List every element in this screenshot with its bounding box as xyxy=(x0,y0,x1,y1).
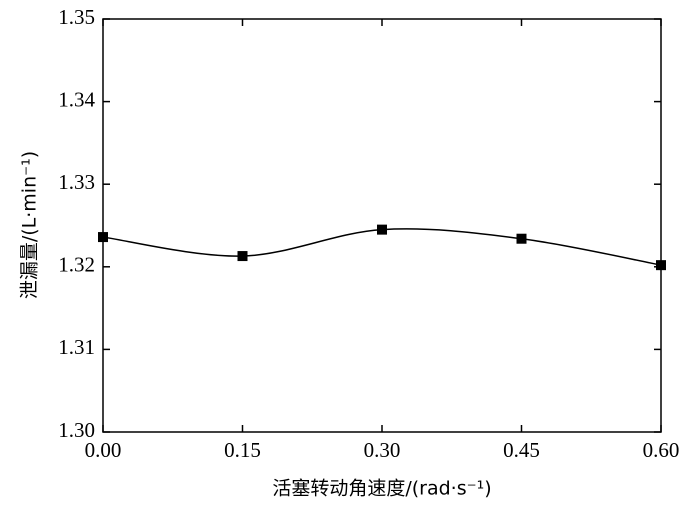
x-tick-label: 0.60 xyxy=(643,438,680,462)
x-tick-label: 0.15 xyxy=(224,438,261,462)
x-tick-label: 0.45 xyxy=(503,438,540,462)
point-marker xyxy=(516,233,527,244)
point-marker xyxy=(237,251,248,262)
point-marker xyxy=(656,260,666,271)
point-marker xyxy=(377,224,387,235)
y-tick-label: 1.33 xyxy=(58,170,95,194)
point-marker xyxy=(98,232,108,243)
x-tick-label: 0.30 xyxy=(364,438,401,462)
x-tick-label: 0.00 xyxy=(85,438,122,462)
y-tick-label: 1.34 xyxy=(58,87,95,111)
x-axis-title: 活塞转动角速度/(rad·s⁻¹) xyxy=(272,478,491,500)
y-tick-label: 1.31 xyxy=(58,335,95,359)
y-tick-label: 1.35 xyxy=(58,5,95,29)
y-tick-label: 1.30 xyxy=(58,418,95,442)
y-axis-title: 泄漏量/(L·min⁻¹) xyxy=(19,151,41,299)
y-tick-label: 1.32 xyxy=(58,253,95,277)
